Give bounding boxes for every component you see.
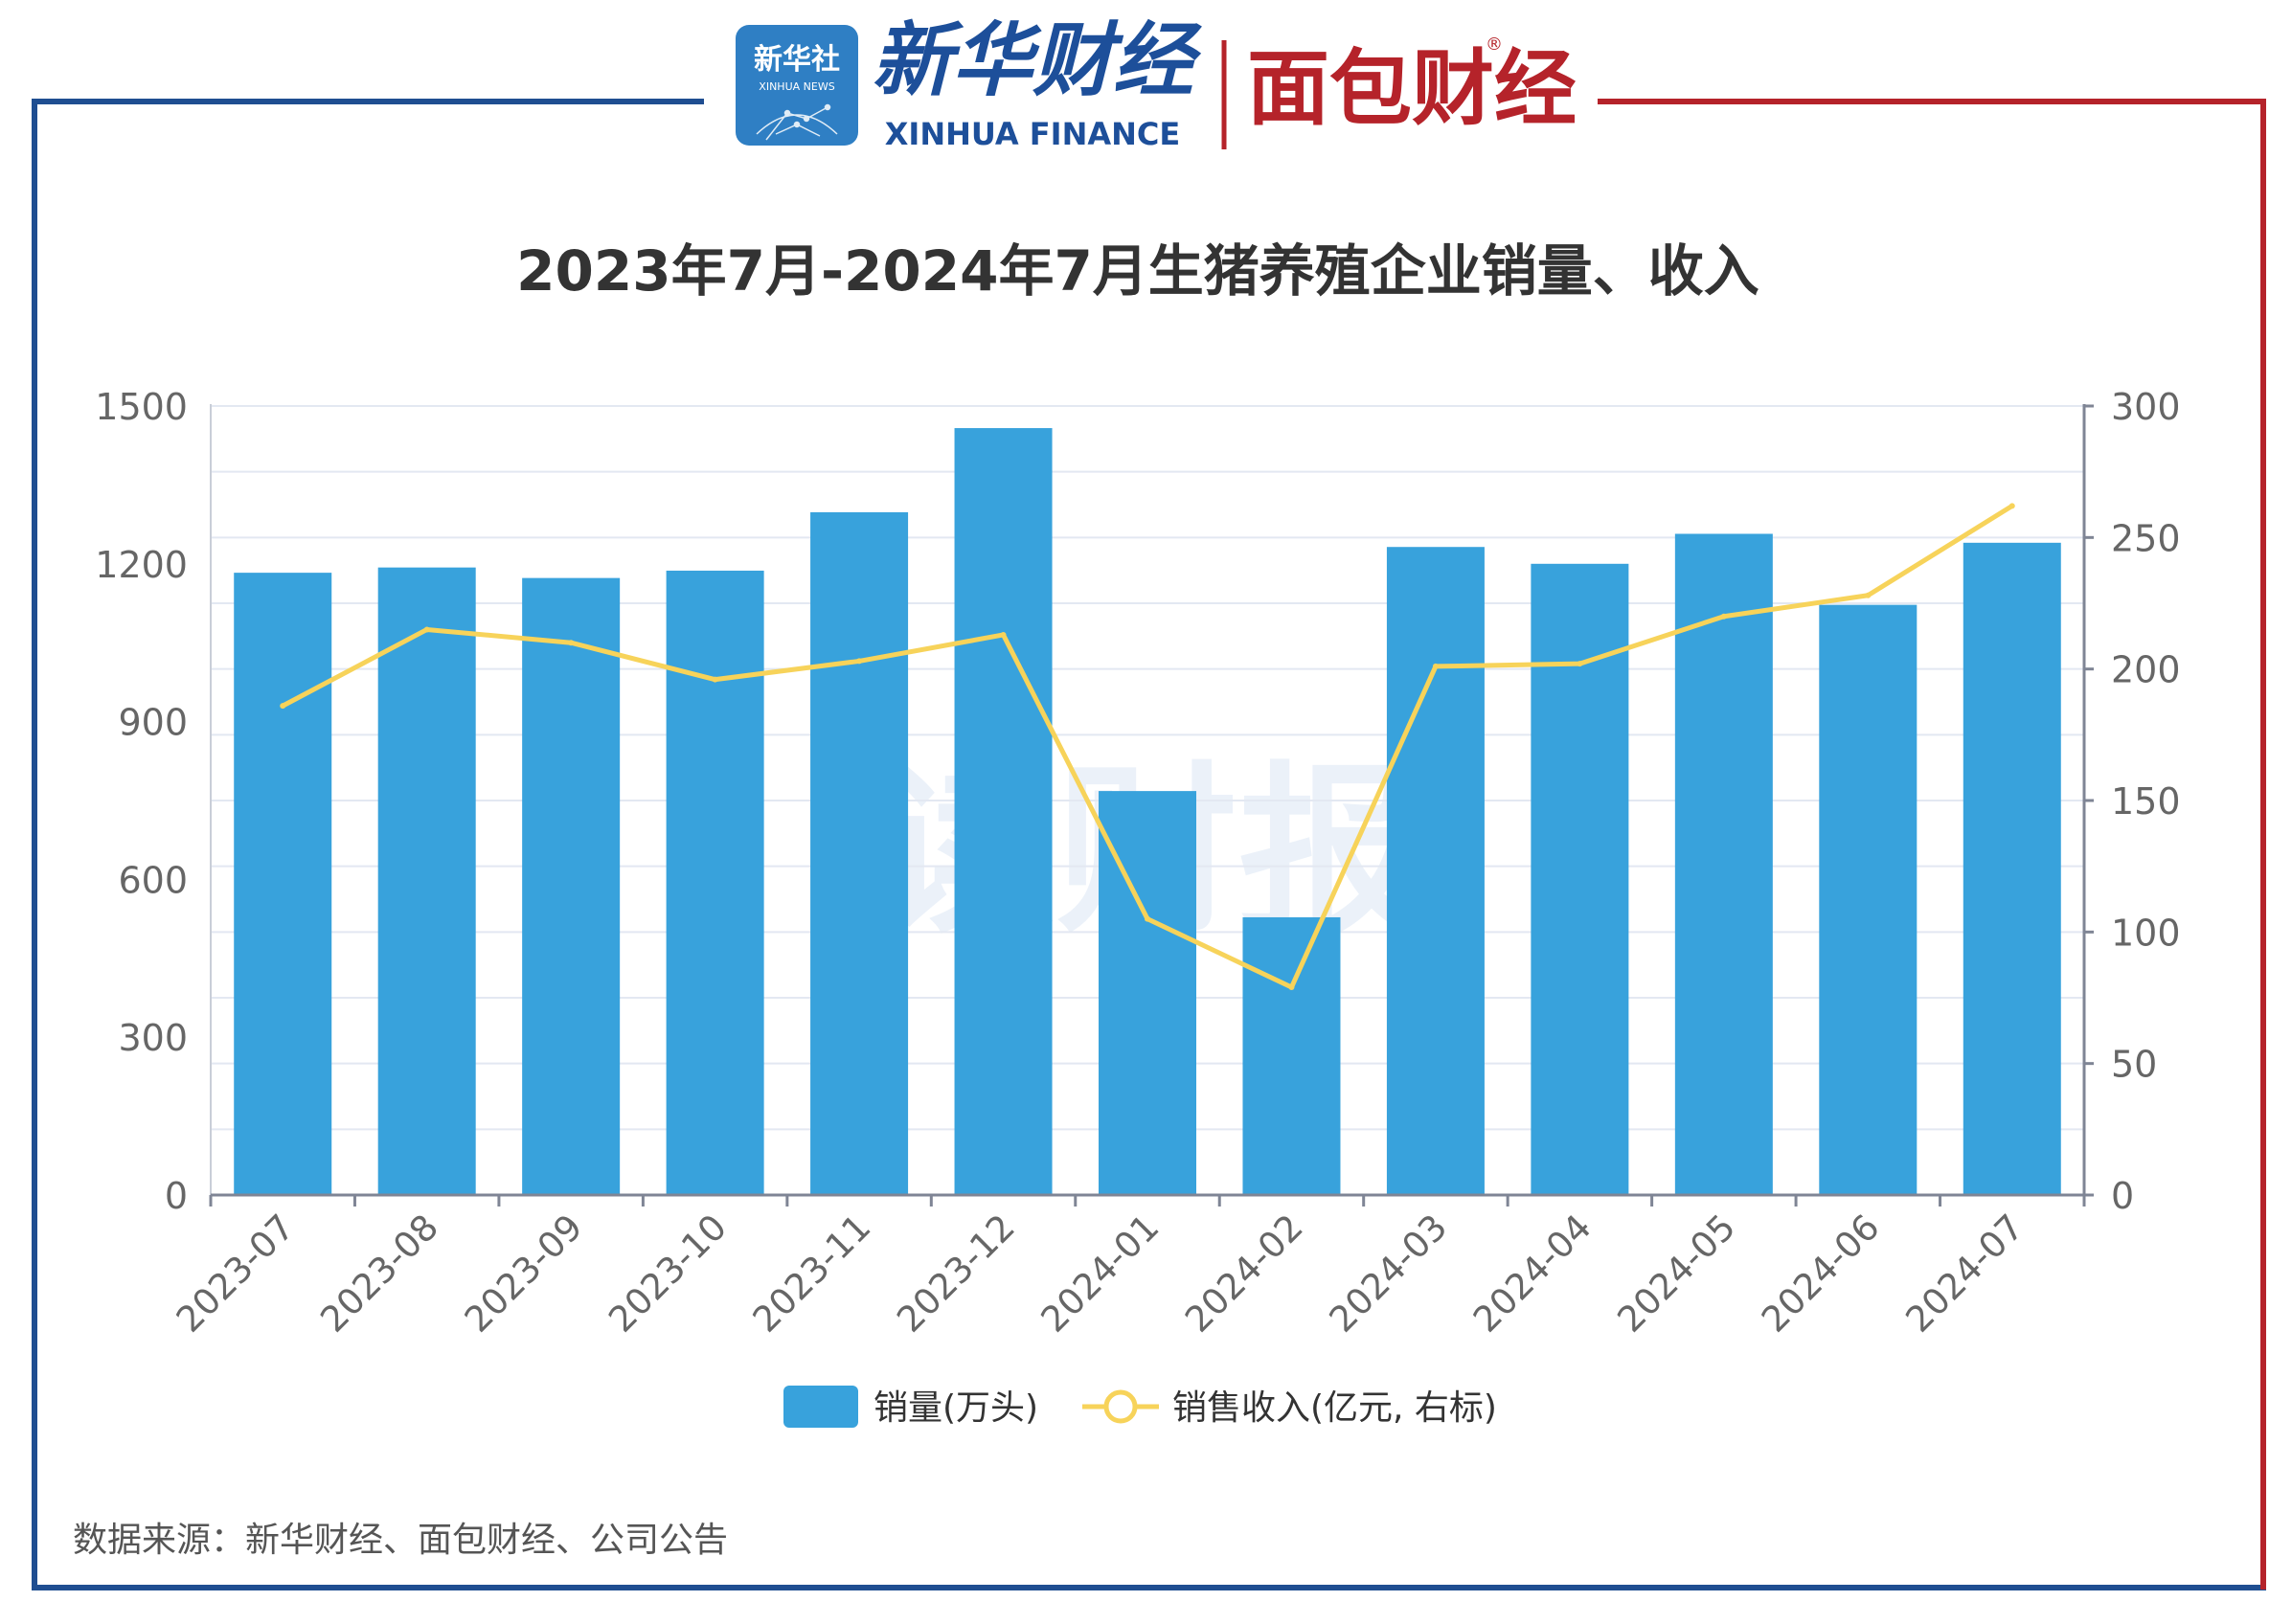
x-axis-tick-labels: 2023-07 2023-08 2023-09 2023-10 2023-11 2023-… (169, 1207, 2031, 1341)
source-note: 数据来源：新华财经、面包财经、公司公告 (73, 1521, 728, 1560)
xinhua-badge-background (736, 25, 858, 146)
xinhua-news-badge: 新华社 XINHUA NEWS (736, 25, 858, 146)
x-tick-label: 2024-07 (1897, 1207, 2031, 1341)
revenue-point-2024-01 (1145, 915, 1150, 922)
bar-2024-05 (1674, 533, 1773, 1195)
bar-2024-02 (1242, 916, 1341, 1195)
bar-2023-11 (810, 511, 909, 1195)
left-tick-label: 1500 (95, 386, 188, 428)
bar-2024-07 (1963, 542, 2061, 1195)
x-tick-label: 2023-08 (312, 1207, 446, 1341)
registered-mark: ® (1486, 34, 1503, 55)
x-tick-label: 2023-09 (457, 1207, 591, 1341)
left-axis-tick-labels: 0 300 600 900 1200 1500 (95, 386, 188, 1217)
revenue-point-2023-09 (568, 640, 575, 646)
line-series (280, 503, 2015, 991)
x-tick-label: 2024-05 (1609, 1207, 1743, 1341)
right-tick-label: 50 (2111, 1044, 2157, 1086)
bar-2024-03 (1386, 547, 1485, 1195)
revenue-point-2023-10 (712, 676, 718, 683)
legend-item-line[interactable]: 销售收入(亿元, 右标) (1082, 1388, 1497, 1428)
x-tick-label: 2024-04 (1465, 1207, 1600, 1341)
left-tick-label: 300 (118, 1017, 188, 1059)
right-tick-label: 250 (2111, 517, 2181, 559)
right-tick-label: 100 (2111, 912, 2181, 954)
left-tick-label: 900 (118, 702, 188, 744)
x-tick-label: 2024-02 (1177, 1207, 1311, 1341)
revenue-point-2024-04 (1577, 661, 1583, 667)
bar-series (234, 428, 2061, 1195)
right-tick-label: 150 (2111, 780, 2181, 823)
right-tick-label: 200 (2111, 649, 2181, 691)
x-tick-label: 2024-06 (1754, 1207, 1888, 1341)
left-tick-label: 0 (165, 1175, 188, 1217)
right-axis-tick-labels: 0 50 100 150 200 250 300 (2111, 386, 2181, 1217)
xinhua-finance-en-logo: XINHUA FINANCE (885, 116, 1180, 152)
revenue-point-2023-08 (423, 626, 430, 633)
x-tick-label: 2024-03 (1322, 1207, 1456, 1341)
revenue-point-2024-07 (2008, 503, 2015, 509)
left-tick-label: 600 (118, 859, 188, 901)
right-tick-label: 0 (2111, 1175, 2134, 1217)
right-tick-label: 300 (2111, 386, 2181, 428)
header-logos: 新华社 XINHUA NEWS 新华财经 XINHUA FINANCE 面包财经… (736, 13, 1577, 152)
bar-2024-06 (1819, 604, 1918, 1195)
legend-item-bar[interactable]: 销量(万头) (783, 1386, 1038, 1428)
bar-2024-04 (1531, 563, 1629, 1195)
legend-bar-swatch (783, 1386, 858, 1428)
x-tick-label: 2023-10 (601, 1207, 735, 1341)
revenue-point-2023-12 (1000, 631, 1007, 638)
network-globe-icon (756, 103, 838, 141)
bar-2023-09 (522, 577, 621, 1195)
revenue-point-2023-11 (856, 658, 863, 665)
revenue-point-2023-07 (280, 703, 286, 710)
legend: 销量(万头) 销售收入(亿元, 右标) (783, 1386, 1497, 1428)
legend-bar-label: 销量(万头) (874, 1388, 1038, 1428)
chart-title: 2023年7月-2024年7月生猪养殖企业销量、收入 (516, 238, 1759, 304)
legend-line-label: 销售收入(亿元, 右标) (1172, 1388, 1497, 1428)
mianbao-finance-logo: 面包财经 (1247, 41, 1577, 137)
x-tick-label: 2023-11 (745, 1207, 879, 1341)
xinhua-badge-top-text: 新华社 (754, 43, 840, 77)
x-tick-label: 2023-12 (889, 1207, 1023, 1341)
bar-2023-07 (234, 573, 332, 1195)
axes (209, 404, 2094, 1207)
left-tick-label: 1200 (95, 544, 188, 586)
bar-2023-12 (954, 428, 1053, 1195)
revenue-point-2024-02 (1288, 984, 1295, 991)
bar-2023-10 (666, 570, 764, 1195)
page-frame (32, 99, 2266, 1590)
revenue-point-2024-06 (1865, 592, 1872, 598)
revenue-point-2024-03 (1432, 663, 1439, 669)
legend-line-marker (1103, 1389, 1138, 1424)
xinhua-finance-cn-logo: 新华财经 (872, 13, 1202, 107)
bar-2023-08 (377, 567, 476, 1195)
x-tick-label: 2024-01 (1033, 1207, 1168, 1341)
x-tick-label: 2023-07 (169, 1207, 303, 1341)
xinhua-badge-bottom-text: XINHUA NEWS (759, 80, 834, 93)
revenue-point-2024-05 (1720, 613, 1727, 620)
